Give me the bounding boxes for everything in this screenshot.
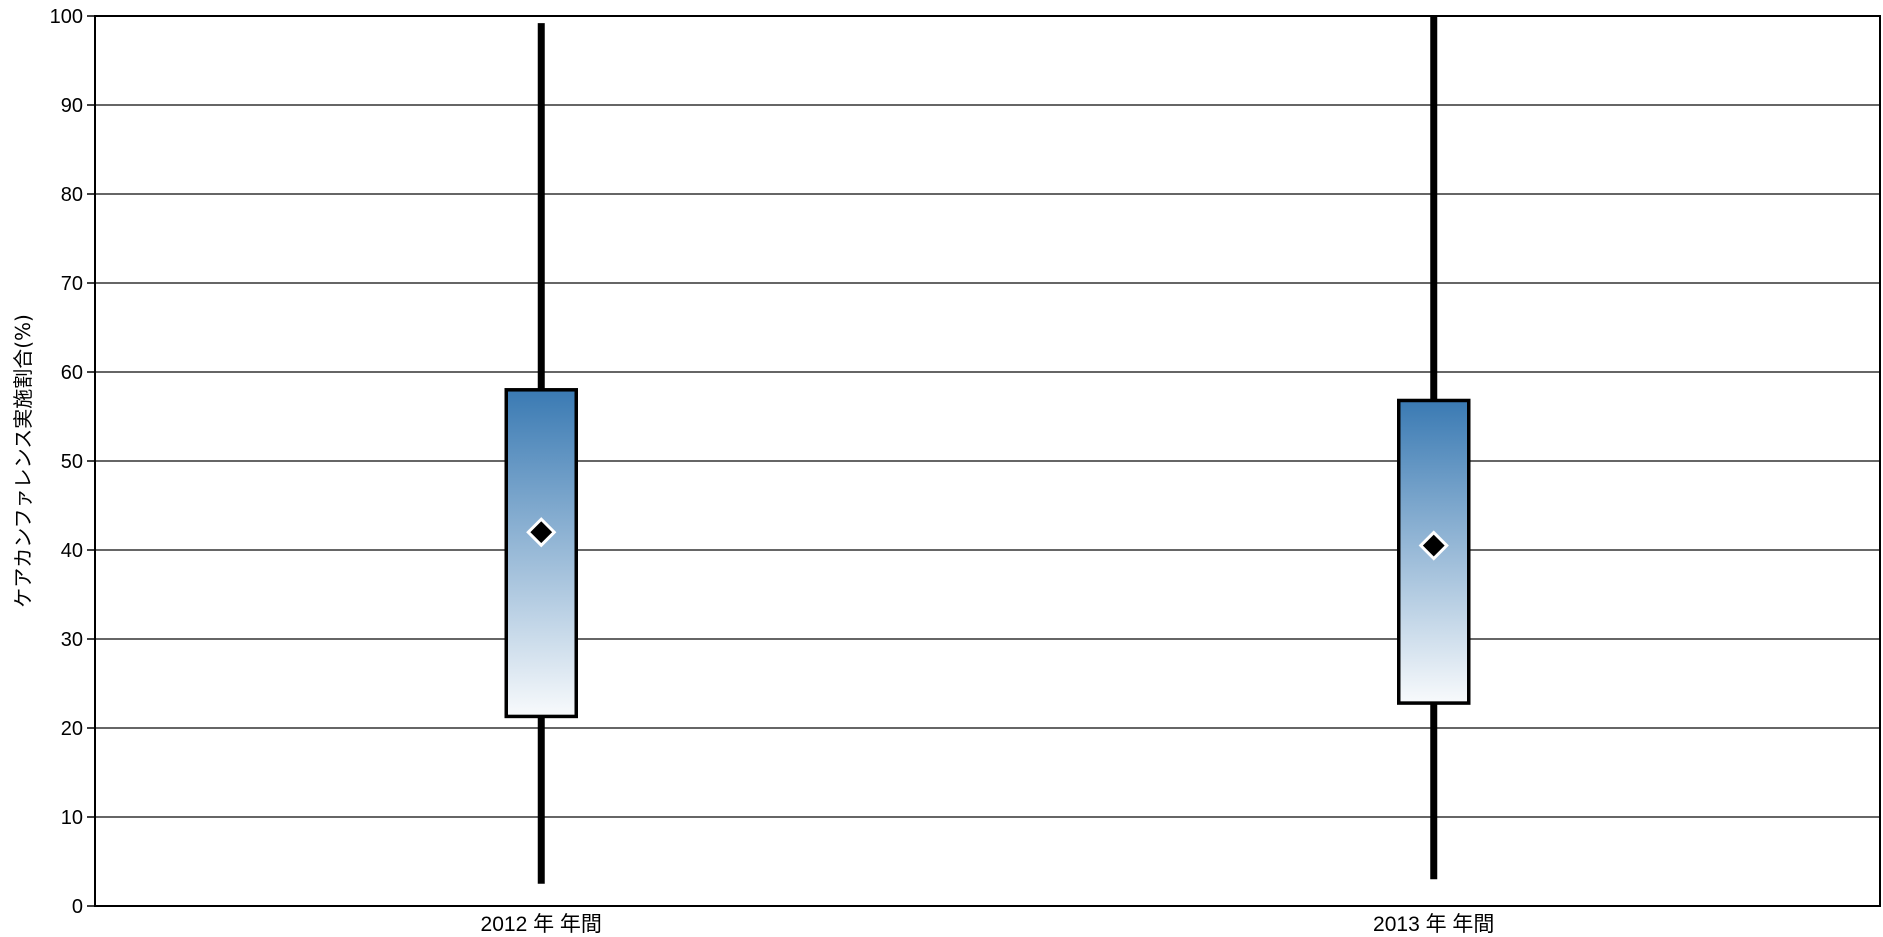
boxes <box>504 16 1471 884</box>
x-axis-labels: 2012 年 年間 2013 年 年間 <box>481 913 1495 936</box>
grid-lines <box>95 104 1880 818</box>
y-tick-label-20: 20 <box>61 718 83 740</box>
y-tick-label-50: 50 <box>61 451 83 473</box>
y-tick-label-100: 100 <box>50 6 83 28</box>
y-tick-label-40: 40 <box>61 540 83 562</box>
box-iqr <box>504 388 578 719</box>
y-tick-label-70: 70 <box>61 273 83 295</box>
y-axis-ticks: 0 10 20 30 40 50 60 70 80 90 100 <box>50 6 95 918</box>
y-tick-label-90: 90 <box>61 95 83 117</box>
y-tick-label-80: 80 <box>61 184 83 206</box>
plot-area-frame <box>94 15 1881 907</box>
y-tick-label-0: 0 <box>72 896 83 918</box>
mean-marker <box>526 517 557 548</box>
x-category-label-2: 2013 年 年間 <box>1373 913 1494 936</box>
x-category-label-1: 2012 年 年間 <box>481 913 602 936</box>
y-tick-label-30: 30 <box>61 629 83 651</box>
y-tick-label-10: 10 <box>61 807 83 829</box>
mean-marker <box>1418 530 1449 561</box>
box-2 <box>1397 16 1471 880</box>
y-tick-label-60: 60 <box>61 362 83 384</box>
box-1 <box>504 23 578 884</box>
y-axis-title: ケアカンファレンス実施割合(%) <box>11 314 35 608</box>
